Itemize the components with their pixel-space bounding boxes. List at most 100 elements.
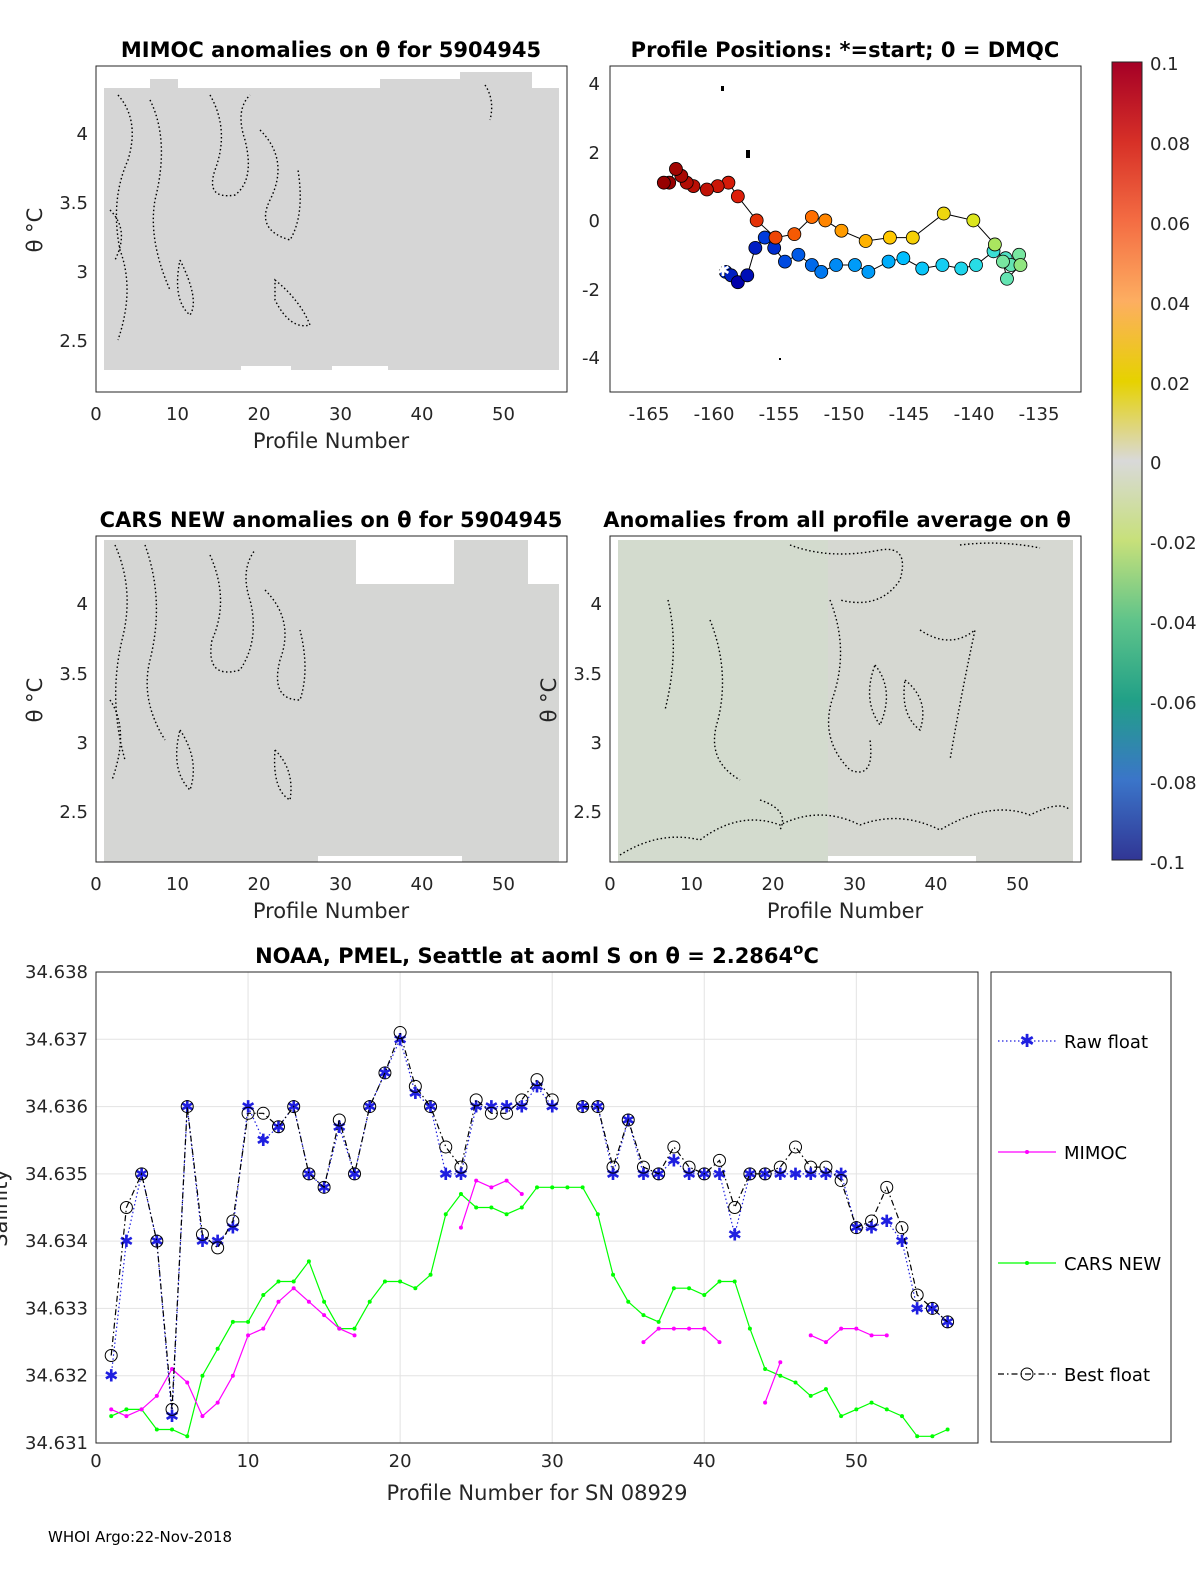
profile-position-point (905, 230, 920, 245)
point-best-float (500, 1106, 514, 1120)
mimoc-xticks: 0 10 20 30 40 50 (90, 404, 515, 425)
legend-mimoc-label: MIMOC (1064, 1143, 1127, 1164)
profile-position-point (954, 261, 969, 276)
point-mimoc (322, 1313, 327, 1318)
point-best-float (728, 1201, 742, 1214)
point-cars-new (109, 1414, 114, 1419)
point-mimoc (139, 1407, 144, 1412)
point-best-float (530, 1073, 544, 1087)
colorbar-tick: 0.1 (1150, 54, 1179, 75)
allavg-ytick: 2.5 (573, 802, 602, 823)
cars-yticks: 4 3.5 3 2.5 (59, 594, 88, 823)
series-line-best-float (582, 1105, 948, 1323)
salinity-ytick: 34.632 (25, 1366, 88, 1387)
point-mimoc (246, 1333, 251, 1338)
point-raw-float: ✱ (393, 1030, 407, 1050)
mimoc-xtick: 30 (329, 404, 352, 425)
colorbar: 0.1 0.08 0.06 0.04 0.02 0 -0.02 -0.04 -0… (1111, 54, 1197, 874)
point-raw-float: ✱ (758, 1165, 772, 1185)
point-best-float (925, 1301, 939, 1315)
point-raw-float: ✱ (575, 1098, 589, 1118)
point-cars-new (443, 1212, 448, 1217)
mimoc-xtick: 0 (90, 404, 101, 425)
point-best-float (135, 1167, 149, 1181)
cars-ytick: 3.5 (59, 664, 88, 685)
positions-coast-specks (721, 86, 781, 360)
point-raw-float: ✱ (530, 1077, 544, 1097)
point-cars-new (854, 1407, 859, 1412)
asterisk-marker-icon: ✱ (1019, 1031, 1034, 1052)
legend-cars-new-label: CARS NEW (1064, 1254, 1161, 1275)
point-raw-float: ✱ (302, 1165, 316, 1185)
series-line-raw-float (582, 1105, 948, 1323)
point-best-float (515, 1093, 529, 1107)
point-cars-new (763, 1366, 768, 1371)
salinity-xtick: 40 (693, 1451, 716, 1472)
point-raw-float: ✱ (849, 1219, 863, 1239)
salinity-ytick: 34.635 (25, 1164, 88, 1185)
series-mimoc (109, 1178, 889, 1419)
salinity-xticks: 0 10 20 30 40 50 (90, 1451, 868, 1472)
point-cars-new (930, 1434, 935, 1439)
cars-field (104, 540, 559, 862)
point-mimoc (291, 1286, 296, 1291)
profile-position-point (881, 254, 896, 269)
positions-xtick: -160 (694, 404, 735, 425)
point-mimoc (717, 1340, 722, 1345)
mimoc-xtick: 50 (492, 404, 515, 425)
point-cars-new (306, 1259, 311, 1264)
series-line-mimoc (643, 1327, 720, 1343)
point-best-float (545, 1093, 559, 1107)
dot-marker-icon (1025, 1150, 1029, 1154)
point-best-float (880, 1180, 894, 1194)
series-raw-float: ✱✱✱✱✱✱✱ ✱✱✱✱✱✱✱✱✱✱✱✱✱✱✱✱ ✱✱ ✱ ✱ ✱✱✱ ✱ ✱✱✱✱ ✱✱✱ ✱ ✱… (104, 1030, 955, 1427)
point-raw-float: ✱ (880, 1212, 894, 1232)
profile-position-point (848, 258, 862, 272)
point-best-float (332, 1113, 346, 1127)
legend-raw-float: ✱ Raw float (998, 1031, 1148, 1053)
point-cars-new (671, 1286, 676, 1291)
point-cars-new (550, 1185, 555, 1190)
cars-ylabel: θ °C (23, 678, 47, 723)
point-raw-float: ✱ (454, 1165, 468, 1185)
point-cars-new (884, 1407, 889, 1412)
point-raw-float: ✱ (256, 1131, 270, 1151)
point-best-float (180, 1100, 194, 1114)
profile-position-point (829, 258, 843, 272)
point-raw-float: ✱ (606, 1165, 620, 1185)
point-cars-new (732, 1279, 737, 1284)
allavg-title: Anomalies from all profile average on θ (603, 508, 1071, 532)
point-cars-new (291, 1279, 296, 1284)
point-mimoc (489, 1185, 494, 1190)
point-mimoc (869, 1333, 874, 1338)
point-raw-float: ✱ (667, 1151, 681, 1171)
point-best-float (363, 1100, 377, 1114)
point-cars-new (793, 1380, 798, 1385)
salinity-ytick: 34.631 (25, 1433, 88, 1454)
point-cars-new (504, 1212, 509, 1217)
point-raw-float: ✱ (439, 1165, 453, 1185)
point-mimoc (823, 1340, 828, 1345)
positions-xtick: -135 (1019, 404, 1060, 425)
point-best-float (424, 1100, 438, 1114)
salinity-xtick: 0 (90, 1451, 101, 1472)
allavg-xtick: 30 (843, 874, 866, 895)
mimoc-xtick: 10 (166, 404, 189, 425)
series-line-mimoc (810, 1327, 887, 1343)
point-mimoc (458, 1225, 463, 1230)
point-raw-float: ✱ (150, 1232, 164, 1252)
mimoc-title: MIMOC anomalies on θ for 5904945 (121, 38, 541, 62)
footer-credit: WHOI Argo:22-Nov-2018 (48, 1528, 232, 1546)
circle-marker-icon (1020, 1367, 1034, 1381)
positions-ytick: -4 (582, 348, 600, 369)
colorbar-tick: 0.04 (1150, 294, 1190, 315)
profile-position-point (730, 275, 745, 290)
point-cars-new (200, 1373, 205, 1378)
profile-position-point (778, 254, 792, 269)
mimoc-xtick: 40 (411, 404, 434, 425)
point-best-float (241, 1106, 255, 1120)
point-raw-float: ✱ (910, 1299, 924, 1319)
point-best-float (606, 1160, 620, 1174)
point-best-float (378, 1066, 392, 1080)
profile-position-point (896, 251, 911, 266)
